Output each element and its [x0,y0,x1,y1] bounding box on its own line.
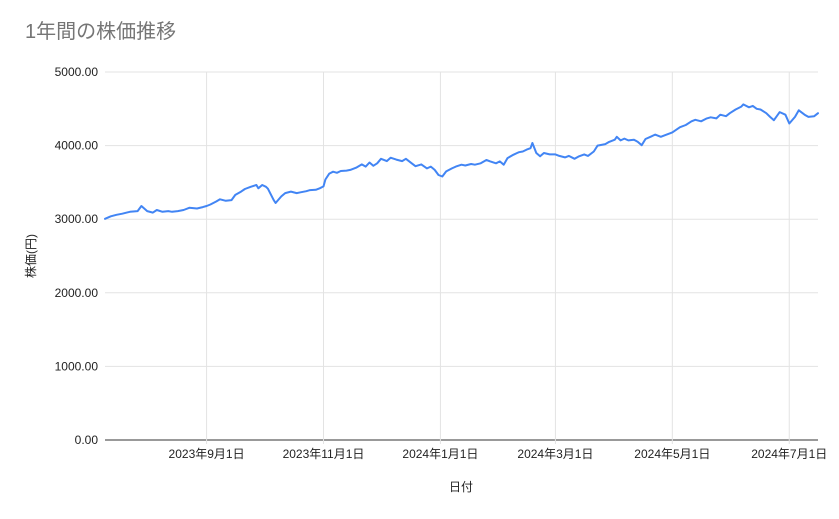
gridlines [105,71,818,444]
y-tick-label: 3000.00 [55,212,99,226]
y-tick-label: 1000.00 [55,359,99,373]
price-line-series [104,103,819,220]
x-tick-label: 2024年7月1日 [751,447,827,461]
y-tick-label: 4000.00 [55,139,99,153]
y-tick-label: 2000.00 [55,286,99,300]
stock-price-line [104,103,819,220]
y-tick-label: 5000.00 [55,65,99,79]
x-tick-label: 2024年3月1日 [517,447,593,461]
axis-labels: 0.00 1000.00 2000.00 3000.00 4000.00 5000.00 2… [55,65,828,461]
x-tick-label: 2024年1月1日 [402,447,478,461]
x-tick-label: 2023年11月1日 [283,447,365,461]
y-tick-label: 0.00 [75,433,99,447]
x-tick-label: 2024年5月1日 [634,447,710,461]
y-axis-title: 株価(円) [23,234,38,278]
x-axis-title: 日付 [449,480,473,494]
x-tick-label: 2023年9月1日 [169,447,245,461]
chart-title: 1年間の株価推移 [25,20,176,43]
